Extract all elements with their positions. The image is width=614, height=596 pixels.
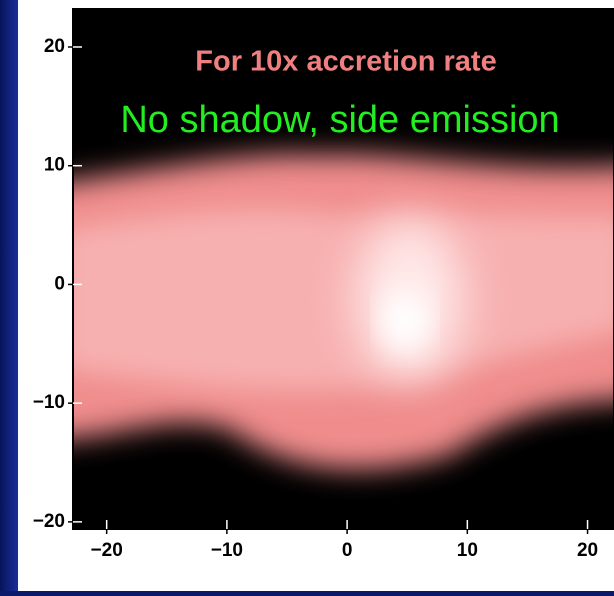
emission-image <box>73 154 614 470</box>
y-tick-label: 10 <box>44 155 65 176</box>
plot-frame <box>72 8 614 530</box>
x-tick-label: −20 <box>91 540 123 561</box>
y-tick-label: 20 <box>44 36 65 57</box>
x-tick-label: 20 <box>577 540 598 561</box>
background <box>0 0 18 591</box>
emission-core <box>73 208 614 391</box>
x-tick-label: −10 <box>211 540 243 561</box>
y-tick-label: 0 <box>54 273 65 294</box>
annotation: No shadow, side emission <box>120 99 559 141</box>
bright-center <box>380 290 430 350</box>
x-tick-label: 10 <box>457 540 478 561</box>
annotation: For 10x accretion rate <box>195 46 496 78</box>
y-tick-label: −10 <box>33 392 65 413</box>
x-tick-label: 0 <box>342 540 353 561</box>
y-tick-label: −20 <box>33 511 65 532</box>
